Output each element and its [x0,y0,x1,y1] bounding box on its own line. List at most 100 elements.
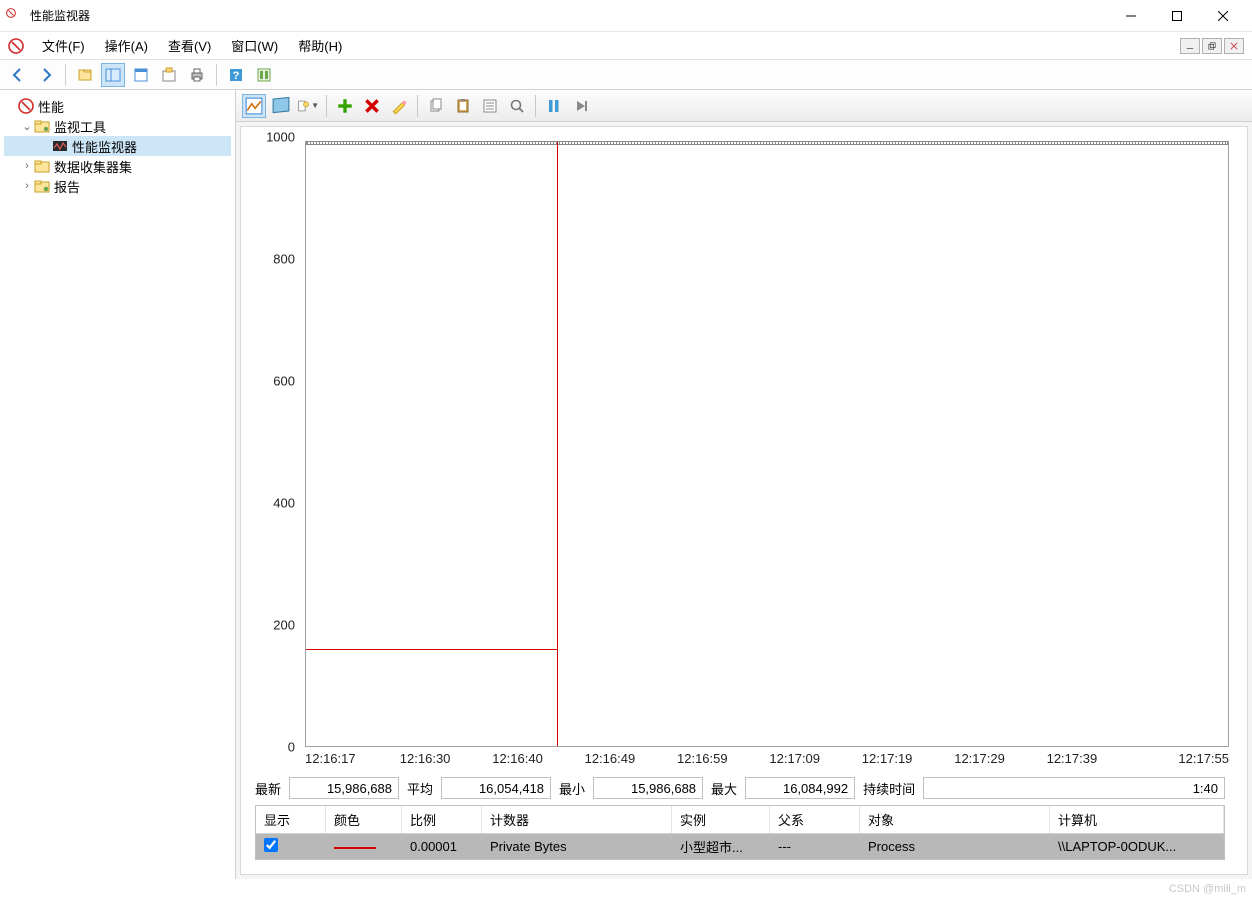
minimize-button[interactable] [1108,1,1154,31]
table-row[interactable]: 0.00001 Private Bytes 小型超市... --- Proces… [256,834,1224,859]
stat-latest-label: 最新 [255,779,281,798]
tree-performance-monitor[interactable]: 性能监视器 [4,136,231,156]
mdi-minimize-button[interactable] [1180,38,1200,54]
stat-duration-value: 1:40 [923,777,1225,799]
main-toolbar: ? [0,60,1252,90]
stat-min-value: 15,986,688 [593,777,703,799]
stat-max-value: 16,084,992 [745,777,855,799]
col-show[interactable]: 显示 [256,806,326,833]
expand-icon[interactable]: › [20,180,34,192]
stat-avg-value: 16,054,418 [441,777,551,799]
x-axis: 12:16:17 12:16:30 12:16:40 12:16:49 12:1… [305,751,1229,771]
stat-latest-value: 15,986,688 [289,777,399,799]
menu-help[interactable]: 帮助(H) [288,33,352,58]
paste-button[interactable] [451,94,475,118]
watermark: CSDN @mili_m [1169,883,1246,895]
copy-button[interactable] [424,94,448,118]
view-report-button[interactable]: ▼ [296,94,320,118]
toolbar-separator [216,64,217,86]
expand-icon[interactable]: › [20,160,34,172]
toolbar-separator [417,95,418,117]
main-panel: ▼ 1000 800 600 400 200 0 [236,90,1252,879]
view-line-chart-button[interactable] [242,94,266,118]
menu-view[interactable]: 查看(V) [158,33,221,58]
mdi-close-button[interactable] [1224,38,1244,54]
svg-text:?: ? [233,70,240,82]
maximize-button[interactable] [1154,1,1200,31]
x-tick: 12:17:09 [769,751,820,766]
x-tick: 12:16:30 [400,751,451,766]
y-tick: 0 [288,740,295,755]
show-checkbox[interactable] [264,838,278,852]
menubar: 文件(F) 操作(A) 查看(V) 窗口(W) 帮助(H) [0,32,1252,60]
x-tick: 12:16:59 [677,751,728,766]
y-tick: 800 [273,252,295,267]
tree-reports[interactable]: › 报告 [4,176,231,196]
freeze-button[interactable] [542,94,566,118]
update-button[interactable] [569,94,593,118]
menu-action[interactable]: 操作(A) [95,33,158,58]
y-tick: 1000 [266,130,295,145]
y-tick: 400 [273,496,295,511]
col-instance[interactable]: 实例 [672,806,770,833]
chart-area: 1000 800 600 400 200 0 12:16:17 12:16:30… [240,126,1248,875]
x-tick: 12:16:40 [492,751,543,766]
show-hide-tree-button[interactable] [73,63,97,87]
perf-root-icon [18,98,34,114]
menu-file[interactable]: 文件(F) [32,33,95,58]
tree-root-performance[interactable]: 性能 [4,96,231,116]
col-counter[interactable]: 计数器 [482,806,672,833]
tree-monitor-tools[interactable]: ⌄ 监视工具 [4,116,231,136]
chart-toolbar: ▼ [236,90,1252,122]
col-scale[interactable]: 比例 [402,806,482,833]
console-tree-button[interactable] [101,63,125,87]
stats-bar: 最新 15,986,688 平均 16,054,418 最小 15,986,68… [251,771,1229,805]
plot-top-border [306,141,1228,145]
titlebar: 性能监视器 [0,0,1252,32]
action-center-button[interactable] [252,63,276,87]
line-chart[interactable]: 1000 800 600 400 200 0 12:16:17 12:16:30… [251,137,1229,771]
cell-object: Process [860,836,1050,857]
col-computer[interactable]: 计算机 [1050,806,1224,833]
toolbar-separator [535,95,536,117]
menu-window[interactable]: 窗口(W) [221,33,288,58]
x-tick: 12:16:49 [585,751,636,766]
close-button[interactable] [1200,1,1246,31]
new-window-button[interactable] [129,63,153,87]
col-color[interactable]: 颜色 [326,806,402,833]
x-tick: 12:17:39 [1047,751,1098,766]
tree-label: 性能监视器 [72,137,137,156]
tree-label: 监视工具 [54,117,106,136]
tree-data-collector-sets[interactable]: › 数据收集器集 [4,156,231,176]
folder-icon [34,158,50,174]
highlight-button[interactable] [387,94,411,118]
y-tick: 600 [273,374,295,389]
stat-avg-label: 平均 [407,779,433,798]
cell-parent: --- [770,836,860,857]
x-tick: 12:17:55 [1178,751,1229,766]
dropdown-icon: ▼ [311,101,319,110]
properties-button[interactable] [478,94,502,118]
counter-table[interactable]: 显示 颜色 比例 计数器 实例 父系 对象 计算机 0.00001 Privat… [255,805,1225,860]
forward-button[interactable] [34,63,58,87]
x-tick: 12:17:29 [954,751,1005,766]
col-object[interactable]: 对象 [860,806,1050,833]
print-button[interactable] [185,63,209,87]
view-histogram-button[interactable] [269,94,293,118]
help-button[interactable]: ? [224,63,248,87]
zoom-button[interactable] [505,94,529,118]
series-line [306,649,557,650]
add-counter-button[interactable] [333,94,357,118]
collapse-icon[interactable]: ⌄ [20,120,34,133]
back-button[interactable] [6,63,30,87]
export-button[interactable] [157,63,181,87]
col-parent[interactable]: 父系 [770,806,860,833]
toolbar-separator [65,64,66,86]
delete-counter-button[interactable] [360,94,384,118]
plot-area[interactable] [305,141,1229,747]
y-tick: 200 [273,618,295,633]
x-tick: 12:16:17 [305,751,356,766]
mdi-restore-button[interactable] [1202,38,1222,54]
cell-counter: Private Bytes [482,836,672,857]
navigation-tree[interactable]: 性能 ⌄ 监视工具 性能监视器 › 数据收集器集 › 报告 [0,90,236,879]
